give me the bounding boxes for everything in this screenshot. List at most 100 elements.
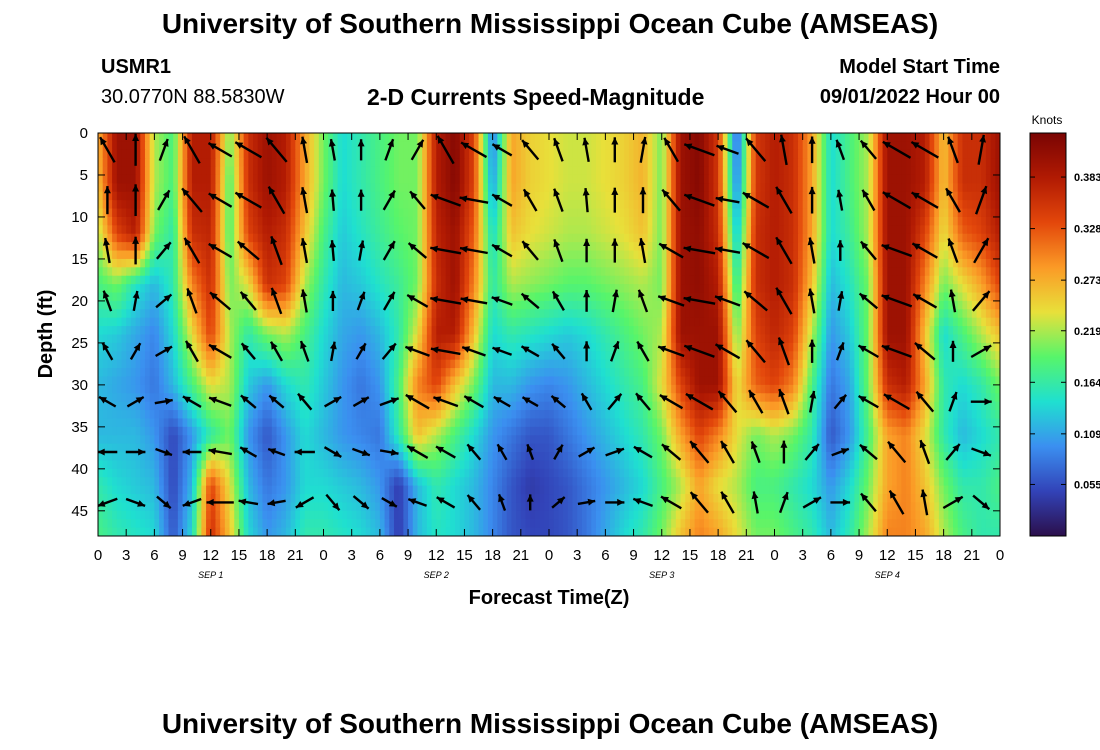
heat-cell	[436, 342, 442, 352]
heat-cell	[271, 250, 278, 260]
heat-cell	[967, 200, 973, 210]
heat-cell	[755, 250, 762, 260]
heat-cell	[816, 317, 823, 327]
heat-cell	[173, 166, 179, 176]
heat-cell	[478, 267, 484, 277]
heat-cell	[271, 284, 278, 294]
heat-cell	[877, 225, 884, 235]
heat-cell	[459, 258, 466, 268]
heat-cell	[873, 292, 879, 302]
heat-cell	[361, 284, 367, 294]
heat-cell	[868, 292, 874, 302]
heat-cell	[290, 200, 296, 210]
heat-cell	[699, 275, 705, 285]
heat-cell	[318, 342, 325, 352]
heat-cell	[149, 275, 155, 285]
heat-cell	[906, 216, 912, 226]
heat-cell	[685, 166, 691, 176]
heat-cell	[549, 326, 555, 336]
heat-cell	[234, 317, 240, 327]
heat-cell	[610, 242, 616, 252]
heat-cell	[821, 208, 827, 218]
heat-cell	[863, 200, 870, 210]
heat-cell	[492, 275, 498, 285]
heat-cell	[962, 292, 968, 302]
heat-cell	[727, 334, 733, 344]
heat-cell	[112, 317, 118, 327]
heat-cell	[187, 334, 193, 344]
heat-cell	[675, 258, 682, 268]
heat-cell	[154, 326, 160, 336]
heat-cell	[774, 267, 780, 277]
heat-cell	[107, 258, 113, 268]
heat-cell	[342, 166, 348, 176]
heat-cell	[285, 174, 292, 184]
heat-cell	[572, 342, 578, 352]
heat-cell	[628, 158, 635, 168]
heat-cell	[323, 300, 329, 310]
heat-cell	[595, 258, 602, 268]
heat-cell	[187, 174, 193, 184]
heat-cell	[797, 292, 804, 302]
heat-cell	[112, 200, 118, 210]
heat-cell	[201, 267, 207, 277]
heat-cell	[722, 233, 729, 243]
heat-cell	[624, 174, 630, 184]
heat-cell	[492, 166, 498, 176]
heat-cell	[220, 258, 226, 268]
heat-cell	[201, 233, 207, 243]
heat-cell	[943, 174, 949, 184]
heat-cell	[732, 300, 738, 310]
heat-cell	[234, 250, 240, 260]
heat-cell	[140, 267, 146, 277]
heat-cell	[290, 326, 296, 336]
heat-cell	[891, 292, 898, 302]
heat-cell	[995, 250, 1000, 260]
heat-cell	[506, 141, 513, 151]
heat-cell	[755, 258, 762, 268]
heat-cell	[436, 300, 442, 310]
heat-cell	[403, 158, 409, 168]
heat-cell	[877, 300, 884, 310]
heat-cell	[422, 317, 428, 327]
heat-cell	[182, 300, 188, 310]
heat-cell	[530, 133, 536, 142]
heat-cell	[464, 334, 470, 344]
heat-cell	[901, 342, 907, 352]
heat-cell	[647, 141, 653, 151]
heat-cell	[675, 242, 682, 252]
heat-cell	[671, 208, 677, 218]
heat-cell	[577, 317, 583, 327]
heat-cell	[483, 250, 489, 260]
heat-cell	[995, 284, 1000, 294]
heat-cell	[361, 133, 367, 142]
heat-cell	[779, 141, 785, 151]
heat-cell	[492, 225, 498, 235]
heat-cell	[506, 158, 513, 168]
heat-cell	[506, 292, 513, 302]
heat-cell	[506, 133, 513, 142]
heat-cell	[680, 191, 686, 201]
heat-cell	[365, 149, 372, 159]
heat-cell	[859, 326, 865, 336]
heat-cell	[210, 317, 217, 327]
heat-cell	[586, 300, 592, 310]
heat-cell	[351, 191, 357, 201]
heat-cell	[281, 225, 287, 235]
heat-cell	[774, 216, 780, 226]
heat-cell	[581, 258, 588, 268]
heat-cell	[126, 292, 132, 302]
heat-cell	[356, 216, 362, 226]
heat-cell	[628, 208, 635, 218]
heat-cell	[732, 317, 738, 327]
heat-cell	[403, 216, 409, 226]
heat-cell	[849, 158, 855, 168]
heat-cell	[323, 216, 329, 226]
heat-cell	[769, 284, 776, 294]
heat-cell	[642, 191, 649, 201]
heat-cell	[121, 292, 127, 302]
heat-cell	[149, 149, 155, 159]
heat-cell	[628, 258, 635, 268]
heat-cell	[906, 166, 912, 176]
heat-cell	[220, 166, 226, 176]
